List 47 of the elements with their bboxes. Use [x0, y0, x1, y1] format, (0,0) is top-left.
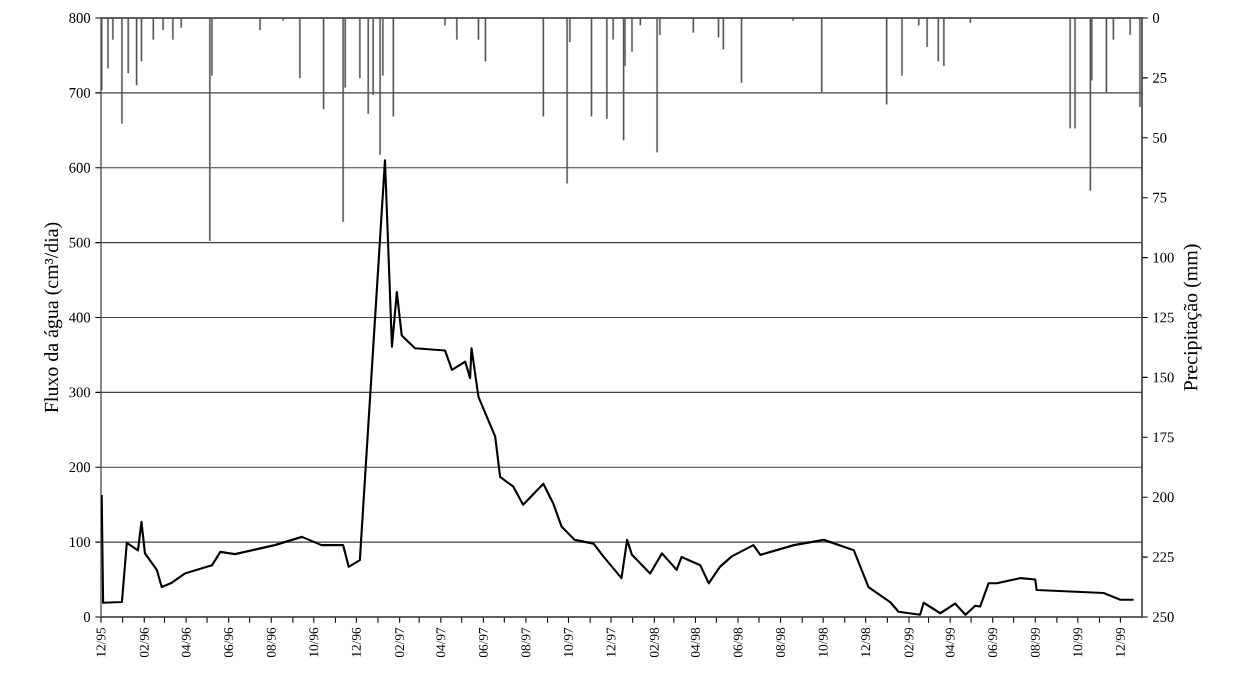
- y2-tick-label: 150: [1153, 372, 1174, 383]
- x-tick-label: 06/98: [733, 627, 743, 658]
- x-tick-label: 02/98: [649, 627, 659, 658]
- x-tick-label: 04/97: [436, 627, 446, 658]
- y-tick-label: 300: [69, 387, 91, 398]
- y-tick-label: 700: [69, 87, 91, 98]
- x-tick-label: 02/96: [139, 627, 149, 658]
- y-tick-label: 200: [69, 462, 91, 473]
- x-tick-label: 06/99: [988, 627, 998, 658]
- x-tick-label: 06/96: [224, 627, 234, 658]
- y-tick-label: 100: [70, 537, 91, 548]
- x-tick-label: 08/96: [266, 627, 276, 658]
- x-tick-label: 04/98: [690, 627, 700, 658]
- x-tick-label: 06/97: [478, 627, 488, 658]
- y-tick-label: 500: [69, 237, 91, 248]
- y2-tick-label: 50: [1153, 132, 1167, 143]
- x-tick-label: 12/97: [606, 627, 616, 657]
- y2-tick-label: 200: [1153, 492, 1174, 503]
- x-tick-label: 04/99: [945, 627, 955, 658]
- y2-tick-label: 125: [1153, 312, 1174, 323]
- y2-tick-label: 75: [1153, 192, 1167, 203]
- x-tick-label: 10/96: [309, 627, 319, 657]
- y2-tick-label: 250: [1153, 612, 1174, 622]
- x-tick-label: 08/98: [776, 627, 786, 658]
- x-tick-label: 08/99: [1030, 627, 1040, 658]
- y2-tick-label: 0: [1152, 13, 1160, 23]
- y-tick-label: 800: [69, 13, 91, 23]
- x-tick-label: 12/95: [96, 627, 106, 657]
- x-tick-label: 02/99: [904, 627, 914, 658]
- x-tick-label: 12/96: [351, 627, 361, 657]
- y2-axis-title: Precipitação (mm): [1183, 244, 1202, 391]
- x-tick-label: 08/97: [521, 627, 531, 658]
- x-tick-label: 12/98: [861, 627, 871, 657]
- y2-tick-label: 175: [1153, 432, 1174, 443]
- x-tick-label: 10/98: [818, 627, 828, 657]
- x-tick-label: 04/96: [181, 627, 191, 658]
- x-tick-label: 10/99: [1073, 627, 1083, 657]
- y-tick-label: 0: [83, 612, 91, 622]
- y-tick-label: 400: [69, 312, 91, 323]
- y-tick-label: 600: [69, 162, 91, 173]
- x-tick-label: 02/97: [395, 627, 405, 658]
- y2-tick-label: 100: [1153, 252, 1174, 263]
- x-tick-label: 12/99: [1115, 627, 1125, 657]
- y-axis-title: Fluxo da água (cm³/dia): [44, 222, 63, 413]
- y2-tick-label: 225: [1153, 552, 1174, 563]
- x-tick-label: 10/97: [564, 627, 573, 657]
- y2-tick-label: 25: [1153, 73, 1167, 83]
